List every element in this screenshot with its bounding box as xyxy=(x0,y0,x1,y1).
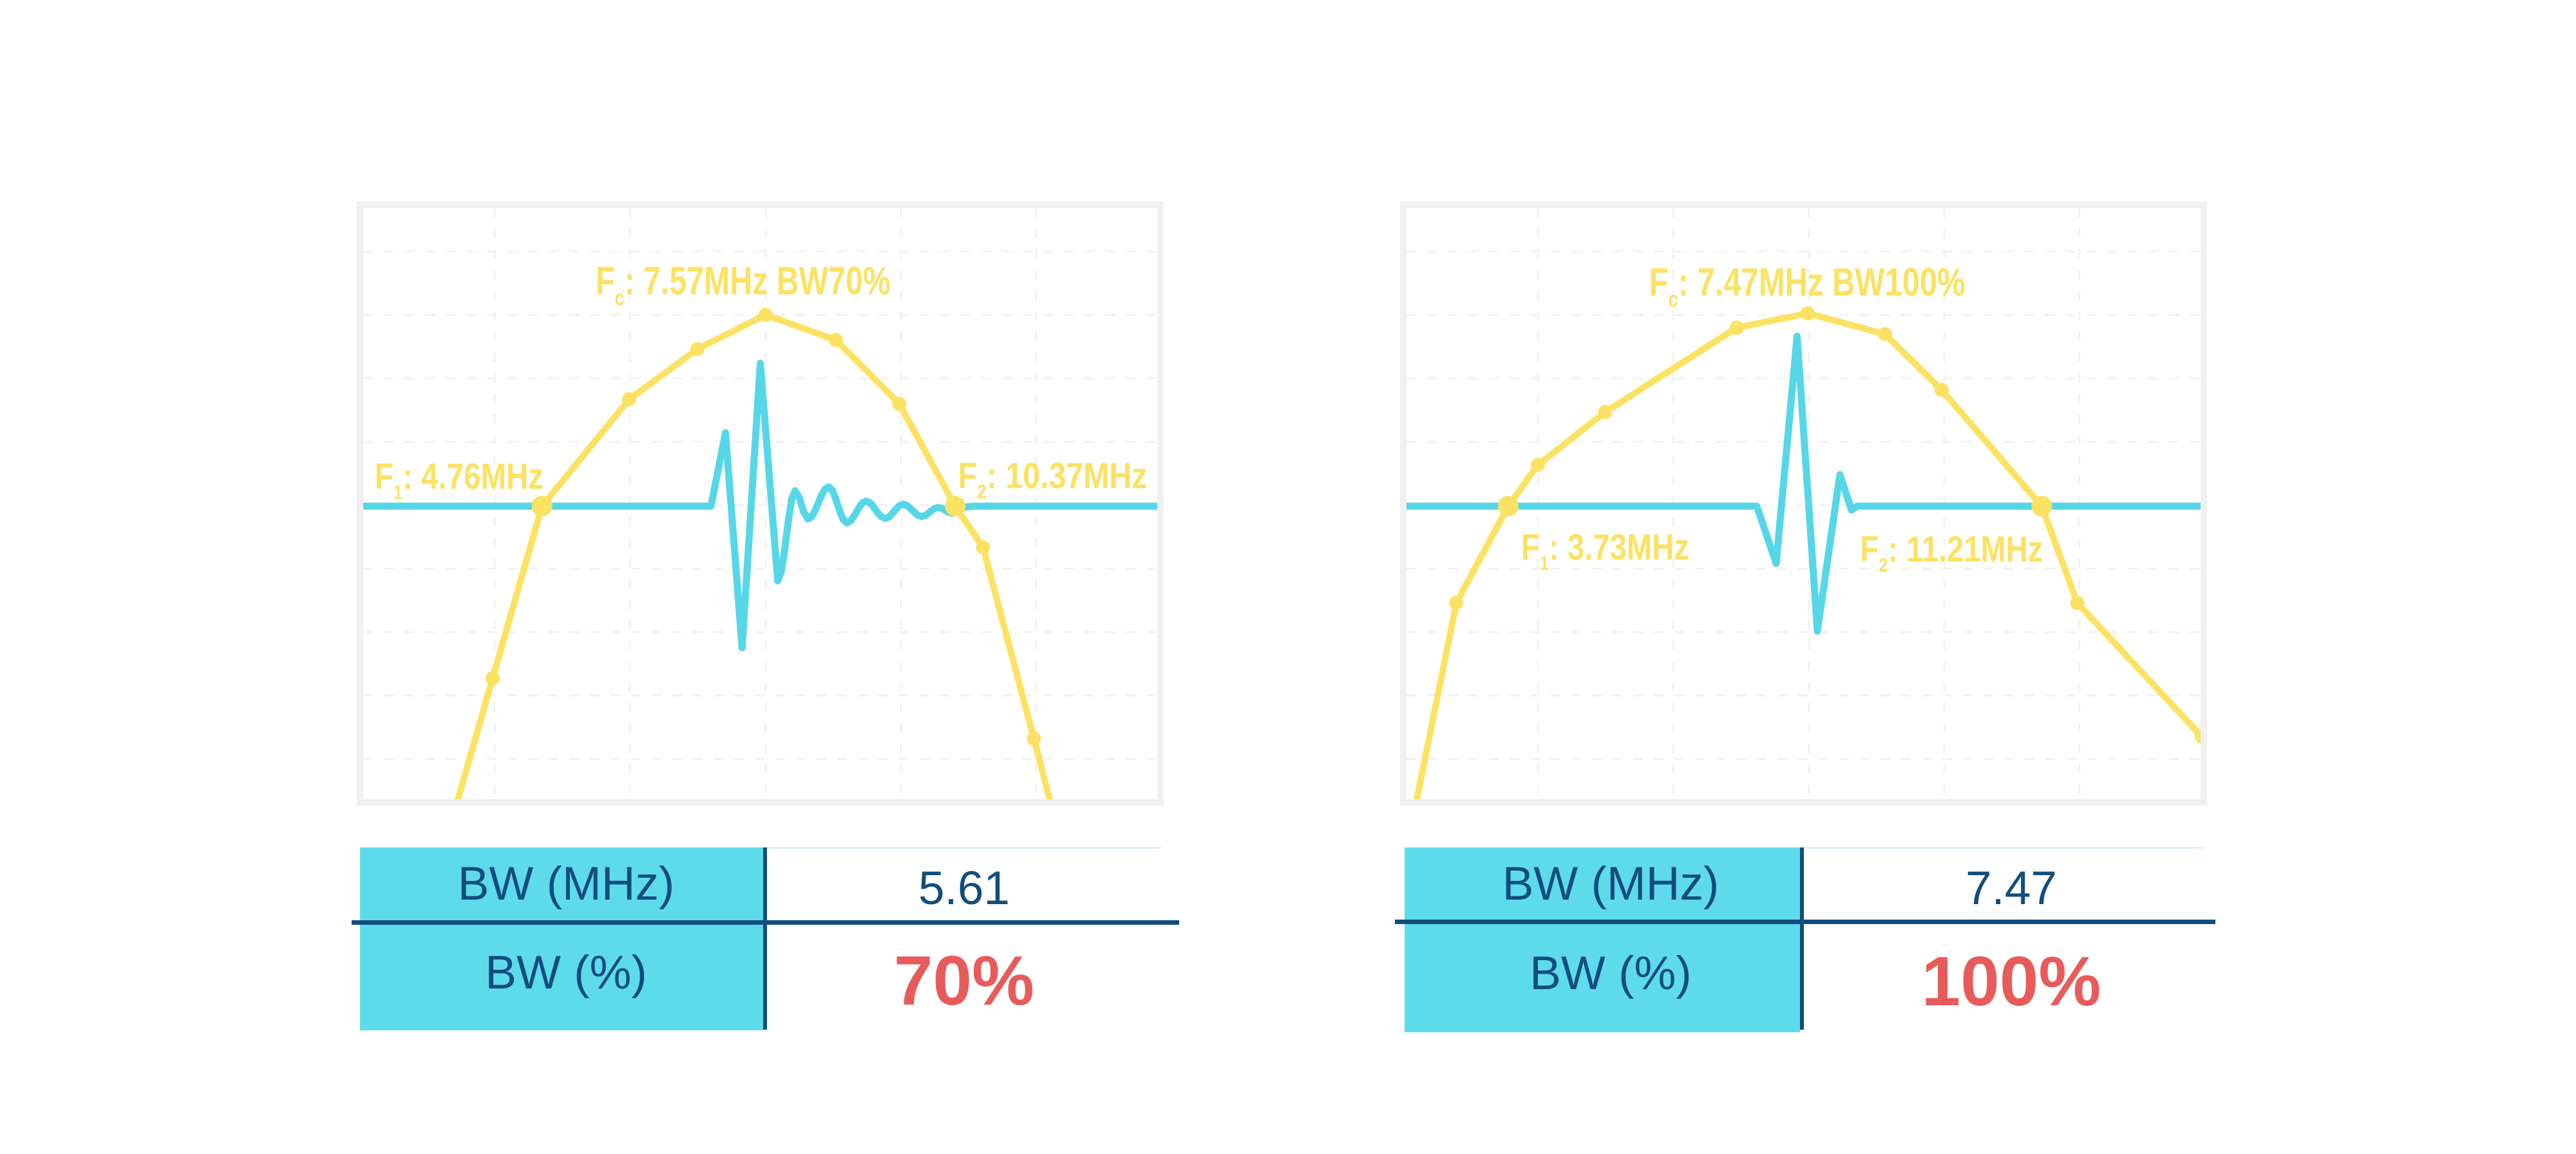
svg-text:Fc: 7.47MHz BW100%: Fc: 7.47MHz BW100% xyxy=(1649,260,1965,312)
svg-text:Fc: 7.57MHz BW70%: Fc: 7.57MHz BW70% xyxy=(596,259,891,310)
svg-text:F2: 11.21MHz: F2: 11.21MHz xyxy=(1860,529,2043,576)
svg-text:F1: 4.76MHz: F1: 4.76MHz xyxy=(375,456,544,504)
svg-text:F2: 10.37MHz: F2: 10.37MHz xyxy=(958,455,1148,503)
svg-text:F1: 3.73MHz: F1: 3.73MHz xyxy=(1521,527,1689,574)
